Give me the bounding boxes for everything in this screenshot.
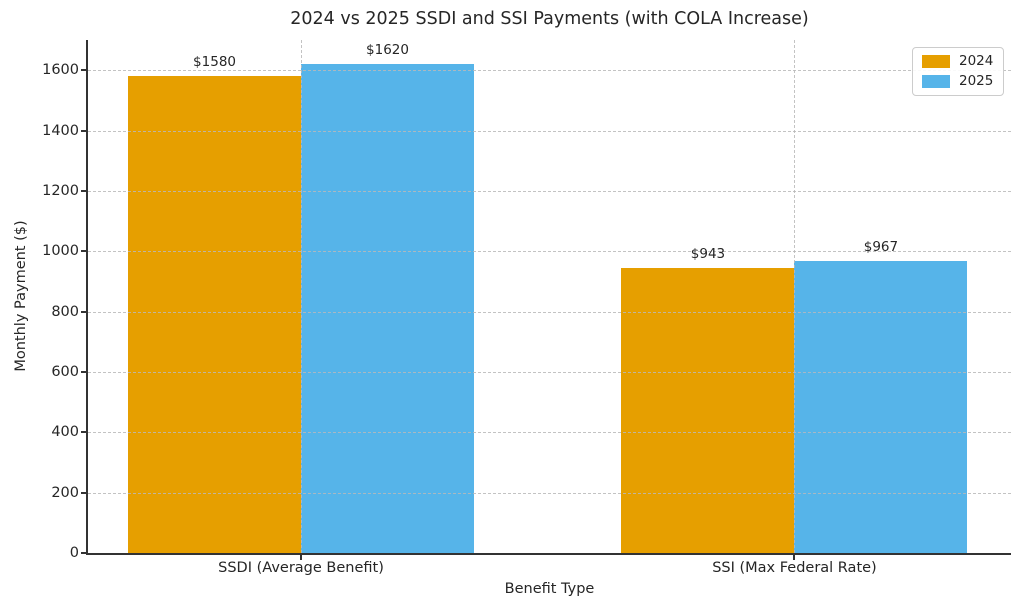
y-tick-800 <box>81 310 88 313</box>
gridline-y-1000 <box>88 251 1011 253</box>
y-tick-label-1200: 1200 <box>42 182 79 199</box>
gridline-y-1400 <box>88 130 1011 132</box>
legend-label-2024: 2024 <box>959 53 994 69</box>
legend-label-2025: 2025 <box>959 72 994 89</box>
y-tick-1000 <box>81 250 88 253</box>
gridline-x-1 <box>794 40 796 553</box>
y-tick-600 <box>81 370 88 373</box>
legend-swatch-2025 <box>922 74 950 88</box>
y-tick-label-1000: 1000 <box>42 243 79 260</box>
legend-swatch-2024 <box>922 55 950 69</box>
y-tick-label-400: 400 <box>51 424 79 441</box>
y-tick-label-1600: 1600 <box>42 62 79 79</box>
y-tick-label-1400: 1400 <box>42 122 79 139</box>
gridline-y-1600 <box>88 70 1011 72</box>
bar-value-label-2025-ssi: $967 <box>863 239 899 256</box>
bar-2025-ssi <box>794 261 968 553</box>
y-axis-label: Monthly Payment ($) <box>13 220 29 372</box>
y-tick-label-0: 0 <box>69 545 79 561</box>
legend-entry-2025: 2025 <box>922 72 994 89</box>
y-tick-1400 <box>81 129 88 132</box>
y-tick-400 <box>81 431 88 434</box>
y-axis-spine <box>86 40 88 555</box>
y-tick-200 <box>81 491 88 494</box>
bar-value-label-2024-ssdi: $1580 <box>193 54 236 71</box>
legend: 2024 2025 <box>912 47 1005 96</box>
bar-value-label-2024-ssi: $943 <box>690 246 726 263</box>
y-tick-label-600: 600 <box>51 363 79 380</box>
legend-entry-2024: 2024 <box>922 53 994 69</box>
y-tick-0 <box>81 552 88 554</box>
gridline-x-0 <box>301 40 303 553</box>
y-tick-1600 <box>81 69 88 72</box>
x-axis-spine <box>86 553 1011 555</box>
gridline-y-800 <box>88 311 1011 313</box>
x-tick-1 <box>793 555 796 560</box>
bar-2024-ssi <box>621 268 795 553</box>
plot-area: $1580 $943 $1620 $967 0 200 400 600 800 1000 1200 1… <box>42 40 1011 576</box>
bar-value-label-2025-ssdi: $1620 <box>366 42 409 59</box>
y-tick-1200 <box>81 189 88 192</box>
x-tick-label-0: SSDI (Average Benefit) <box>218 560 384 576</box>
y-tick-label-800: 800 <box>51 303 79 320</box>
y-tick-label-200: 200 <box>51 484 79 501</box>
gridline-y-600 <box>88 371 1011 373</box>
gridline-y-400 <box>88 432 1011 434</box>
x-tick-0 <box>300 555 303 560</box>
x-tick-label-1: SSI (Max Federal Rate) <box>712 560 877 576</box>
bar-2024-ssdi <box>128 76 302 553</box>
x-axis-label: Benefit Type <box>504 581 595 597</box>
gridline-y-1200 <box>88 190 1011 192</box>
gridline-y-200 <box>88 492 1011 494</box>
chart-title: 2024 vs 2025 SSDI and SSI Payments (with… <box>290 9 809 29</box>
bar-2025-ssdi <box>301 64 474 553</box>
